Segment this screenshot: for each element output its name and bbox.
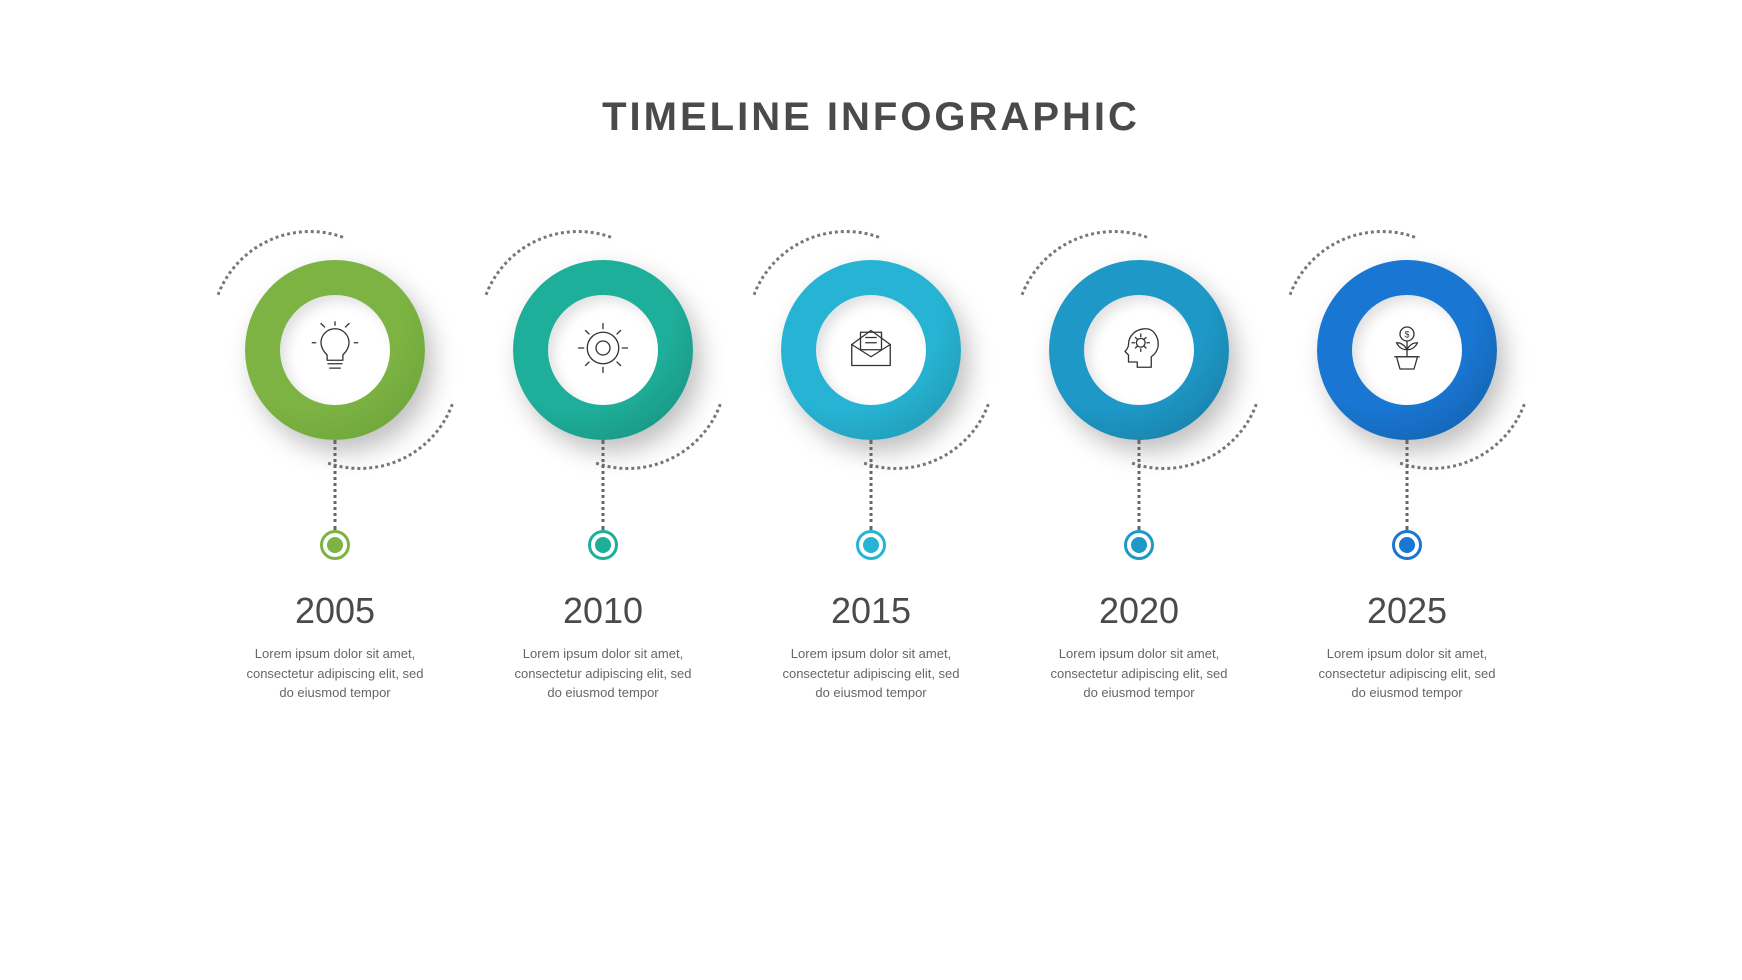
year-bullet [856, 530, 886, 560]
inner-circle: $ [1352, 295, 1462, 405]
timeline-step-1: 2010 Lorem ipsum dolor sit amet, consect… [493, 260, 713, 703]
mail-icon [843, 320, 899, 381]
timeline-container: 2005 Lorem ipsum dolor sit amet, consect… [225, 260, 1517, 703]
timeline-step-4: $ 2025 Lorem ipsum dolor sit amet, conse… [1297, 260, 1517, 703]
head-gear-icon [1111, 320, 1167, 381]
dotted-connector [602, 440, 605, 530]
dotted-connector [870, 440, 873, 530]
year-bullet-inner [1399, 537, 1415, 553]
step-description: Lorem ipsum dolor sit amet, consectetur … [1049, 644, 1229, 703]
step-circle [245, 260, 425, 440]
year-label: 2020 [1099, 590, 1179, 632]
timeline-step-3: 2020 Lorem ipsum dolor sit amet, consect… [1029, 260, 1249, 703]
timeline-step-0: 2005 Lorem ipsum dolor sit amet, consect… [225, 260, 445, 703]
year-bullet-inner [1131, 537, 1147, 553]
year-bullet [320, 530, 350, 560]
year-bullet [1124, 530, 1154, 560]
step-circle [1049, 260, 1229, 440]
year-bullet [588, 530, 618, 560]
year-bullet-inner [327, 537, 343, 553]
lightbulb-icon [307, 320, 363, 381]
inner-circle [816, 295, 926, 405]
step-description: Lorem ipsum dolor sit amet, consectetur … [245, 644, 425, 703]
dotted-connector [334, 440, 337, 530]
step-description: Lorem ipsum dolor sit amet, consectetur … [513, 644, 693, 703]
year-bullet-inner [863, 537, 879, 553]
step-circle [513, 260, 693, 440]
inner-circle [548, 295, 658, 405]
year-bullet [1392, 530, 1422, 560]
gear-icon [575, 320, 631, 381]
plant-money-icon: $ [1379, 320, 1435, 381]
year-label: 2015 [831, 590, 911, 632]
year-label: 2010 [563, 590, 643, 632]
step-circle: $ [1317, 260, 1497, 440]
dotted-connector [1406, 440, 1409, 530]
year-label: 2025 [1367, 590, 1447, 632]
year-bullet-inner [595, 537, 611, 553]
year-label: 2005 [295, 590, 375, 632]
svg-text:$: $ [1405, 329, 1410, 339]
timeline-step-2: 2015 Lorem ipsum dolor sit amet, consect… [761, 260, 981, 703]
step-description: Lorem ipsum dolor sit amet, consectetur … [1317, 644, 1497, 703]
step-description: Lorem ipsum dolor sit amet, consectetur … [781, 644, 961, 703]
step-circle [781, 260, 961, 440]
inner-circle [280, 295, 390, 405]
inner-circle [1084, 295, 1194, 405]
page-title: TIMELINE INFOGRAPHIC [602, 95, 1140, 140]
dotted-connector [1138, 440, 1141, 530]
